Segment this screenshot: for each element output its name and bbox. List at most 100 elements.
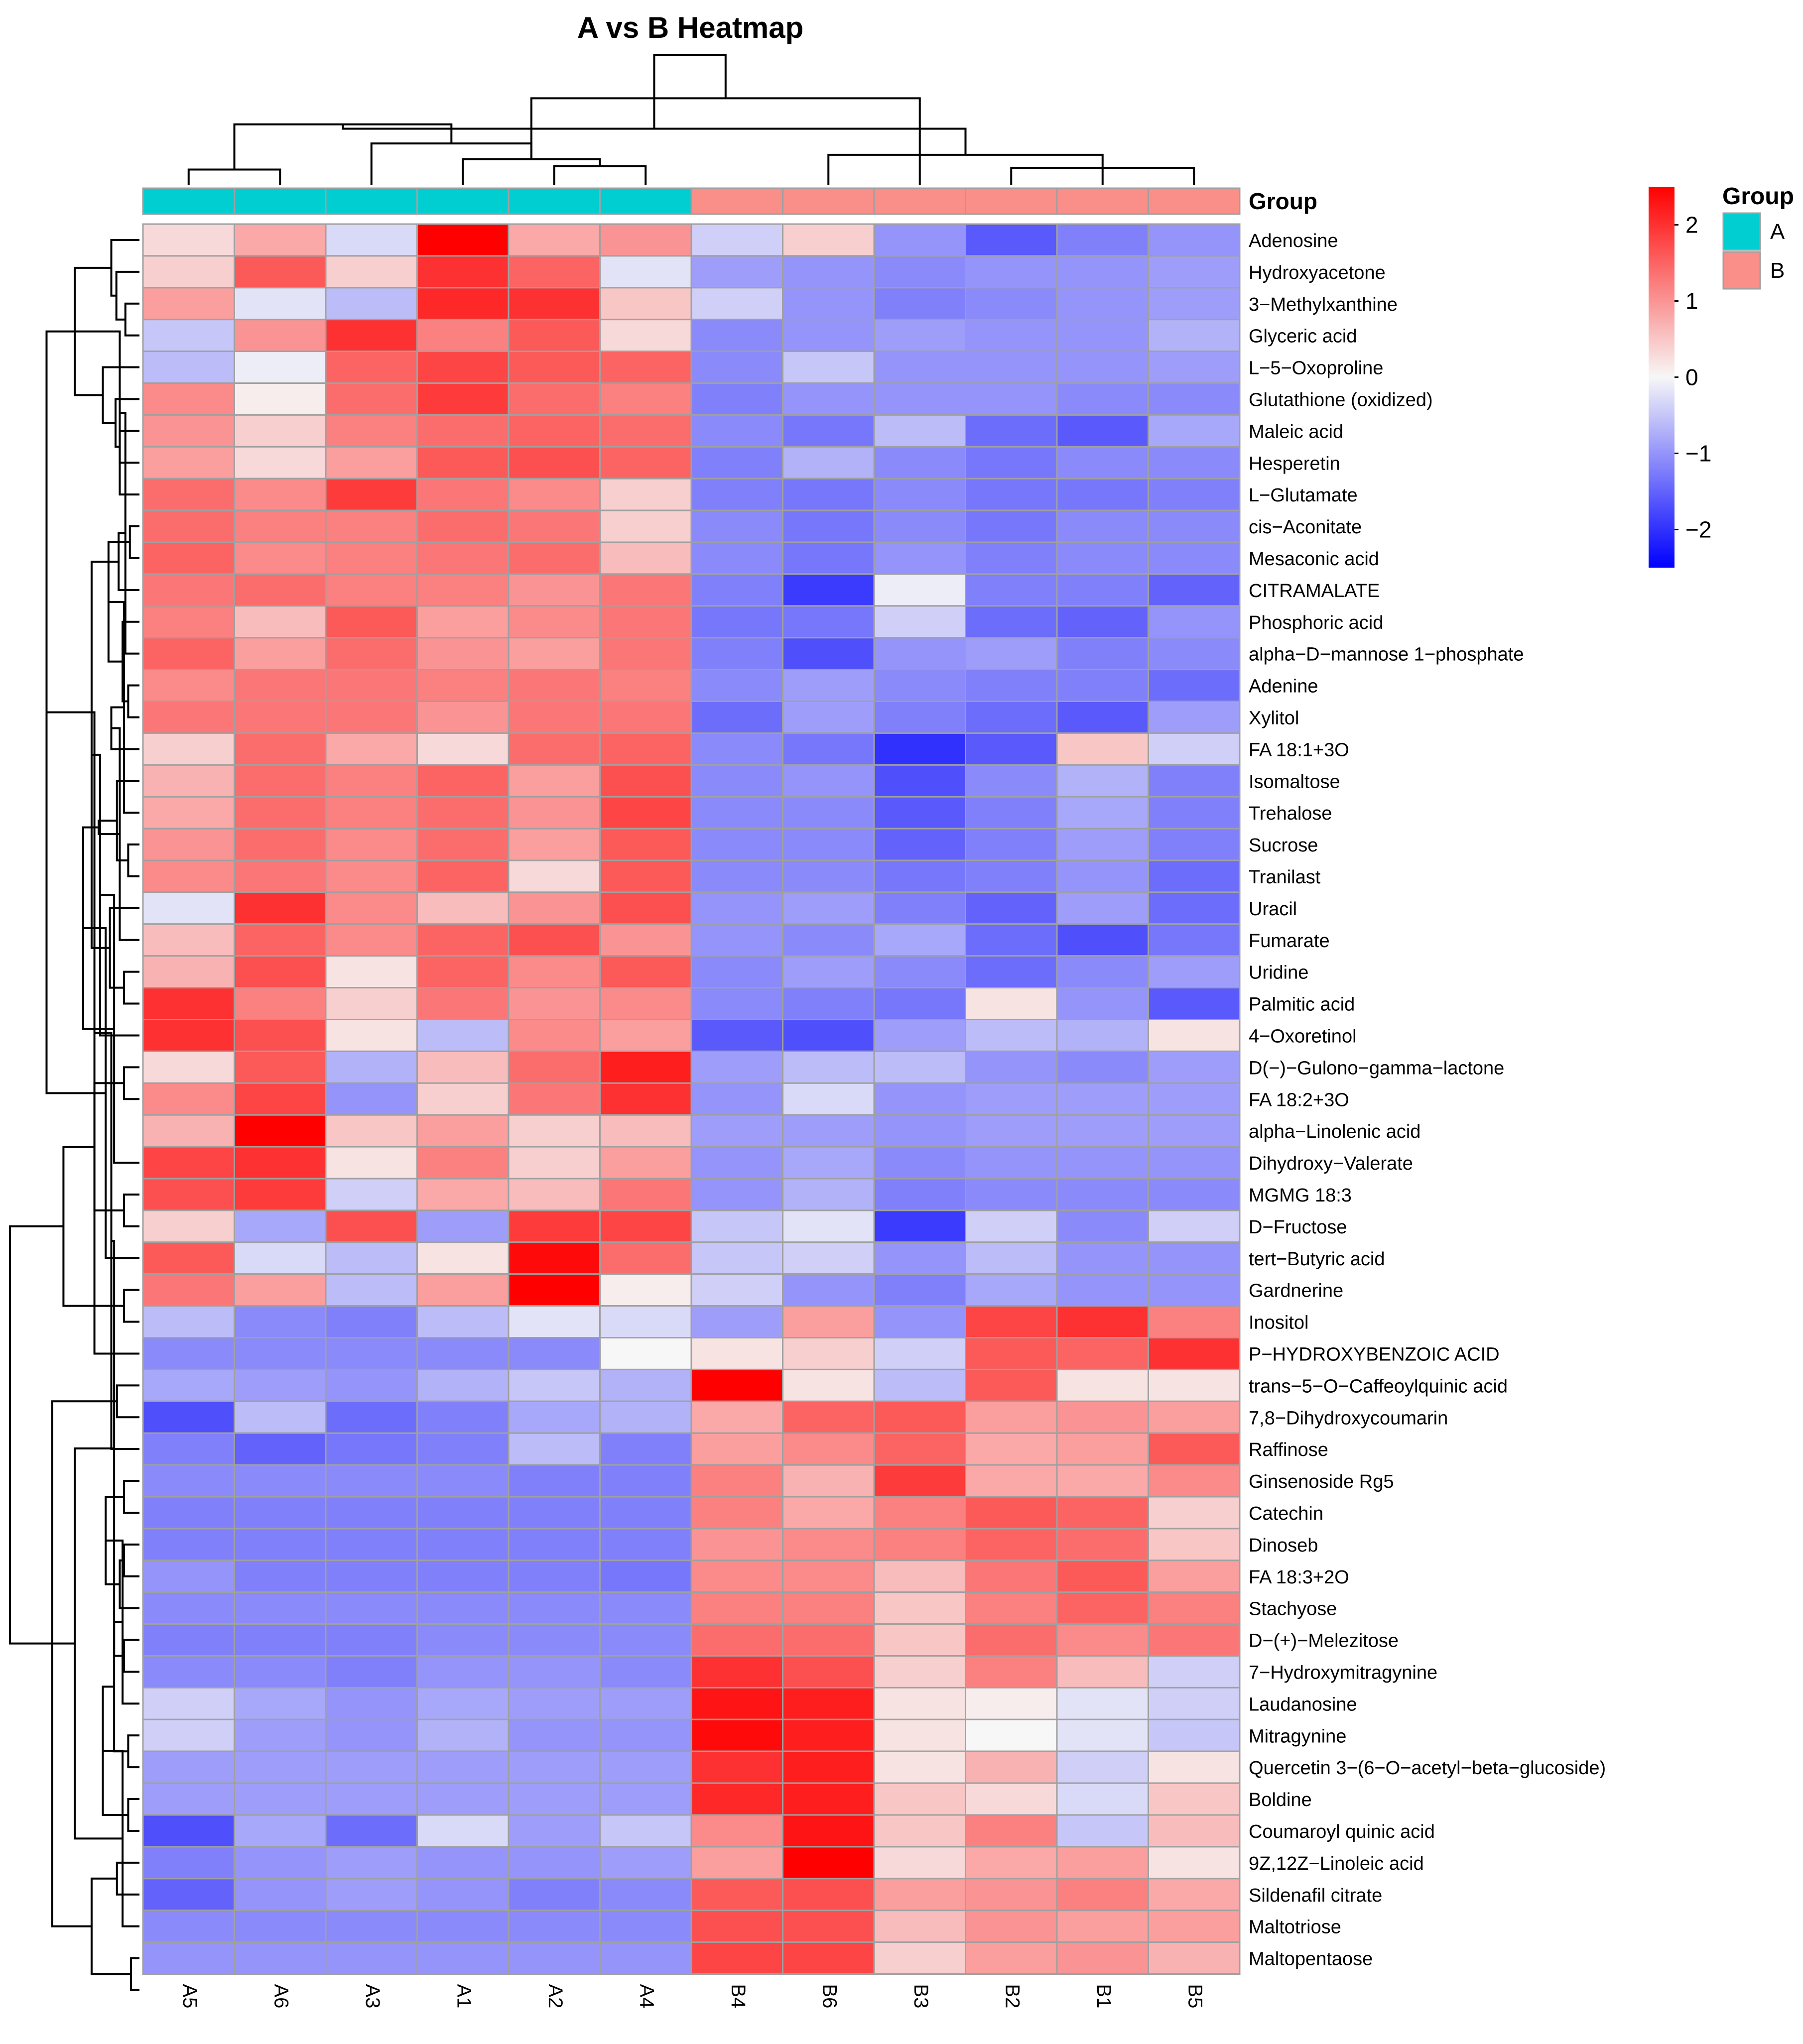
group-legend-label: A: [1770, 220, 1785, 244]
heatmap-cell: [690, 1050, 783, 1084]
column-label: A4: [636, 1984, 658, 2009]
heatmap-cell: [325, 637, 418, 671]
heatmap-cell: [142, 1623, 235, 1657]
heatmap-cell: [965, 1528, 1058, 1562]
heatmap-cell: [325, 764, 418, 798]
row-label: Catechin: [1249, 1503, 1323, 1524]
heatmap-cell: [508, 764, 601, 798]
heatmap-cell: [965, 987, 1058, 1020]
heatmap-cell: [690, 1305, 783, 1339]
heatmap-cell: [1148, 1623, 1241, 1657]
row-label: trans−5−O−Caffeoylquinic acid: [1249, 1376, 1508, 1397]
row-label: P−HYDROXYBENZOIC ACID: [1249, 1344, 1500, 1365]
heatmap-cell: [1148, 637, 1241, 671]
heatmap-cell: [782, 382, 875, 416]
heatmap-cell: [1056, 509, 1149, 543]
heatmap-cell: [416, 382, 510, 416]
heatmap-cell: [873, 923, 966, 957]
heatmap-cell: [599, 1941, 692, 1975]
heatmap-cell: [142, 605, 235, 639]
heatmap-cell: [416, 764, 510, 798]
heatmap-cell: [142, 351, 235, 384]
heatmap-cell: [142, 1750, 235, 1784]
heatmap-cell: [234, 351, 327, 384]
heatmap-cell: [873, 382, 966, 416]
dendrogram-branch: [553, 165, 647, 185]
heatmap-cell: [965, 1241, 1058, 1275]
row-label: Hesperetin: [1249, 453, 1340, 474]
dendrogram-branch: [119, 430, 139, 464]
heatmap-cell: [234, 1496, 327, 1530]
heatmap-cell: [1056, 1400, 1149, 1434]
heatmap-cell: [690, 1878, 783, 1912]
heatmap-cell: [690, 1241, 783, 1275]
column-labels: A5 A6 A3 A1 A2 A4 B4 B6 B3 B2 B1 B5: [179, 1984, 1206, 2009]
heatmap-cell: [690, 796, 783, 830]
heatmap-cell: [416, 1623, 510, 1657]
heatmap-cell: [325, 1560, 418, 1593]
heatmap-cell: [690, 891, 783, 925]
dendrogram-branch: [75, 330, 139, 496]
dendrogram-branch: [127, 684, 139, 719]
heatmap-cell: [782, 1846, 875, 1880]
heatmap-cell: [234, 828, 327, 861]
heatmap-cell: [599, 1178, 692, 1211]
row-label: alpha−Linolenic acid: [1249, 1121, 1420, 1142]
heatmap-cell: [142, 223, 235, 257]
heatmap-cell: [782, 1910, 875, 1943]
heatmap-cell: [508, 446, 601, 480]
heatmap-cell: [508, 1591, 601, 1625]
heatmap-cell: [508, 1528, 601, 1562]
heatmap-cell: [325, 1050, 418, 1084]
heatmap-cell: [234, 955, 327, 989]
heatmap-cell: [234, 255, 327, 289]
annotation-row-label: Group: [1249, 188, 1317, 214]
dendrogram-branch: [233, 123, 453, 170]
heatmap-cell: [599, 1814, 692, 1848]
heatmap-cell: [1148, 573, 1241, 607]
heatmap-cell: [1056, 1846, 1149, 1880]
heatmap-cell: [599, 382, 692, 416]
heatmap-cell: [965, 382, 1058, 416]
heatmap-cell: [965, 1337, 1058, 1370]
heatmap-cell: [965, 828, 1058, 861]
heatmap-cell: [508, 1782, 601, 1816]
heatmap-cell: [1148, 1368, 1241, 1402]
heatmap-cell: [782, 319, 875, 353]
dendrogram-branch: [9, 1225, 75, 1645]
heatmap-cell: [234, 573, 327, 607]
heatmap-cell: [508, 891, 601, 925]
heatmap-cell: [965, 1019, 1058, 1052]
heatmap-cell: [416, 1814, 510, 1848]
heatmap-cell: [965, 891, 1058, 925]
heatmap-cell: [599, 1337, 692, 1370]
heatmap-cell: [1148, 1400, 1241, 1434]
row-label: Fumarate: [1249, 931, 1330, 952]
heatmap-cell: [325, 828, 418, 861]
heatmap-cell: [142, 1241, 235, 1275]
heatmap-cell: [508, 1368, 601, 1402]
heatmap-cell: [416, 1591, 510, 1625]
heatmap-cell: [599, 701, 692, 734]
heatmap-cell: [1148, 605, 1241, 639]
row-label: 9Z,12Z−Linoleic acid: [1249, 1853, 1424, 1874]
heatmap-cell: [325, 1146, 418, 1180]
row-label: Raffinose: [1249, 1440, 1328, 1460]
heatmap-cell: [782, 1337, 875, 1370]
heatmap-cell: [599, 1305, 692, 1339]
heatmap-cell: [965, 1560, 1058, 1593]
heatmap-cell: [1148, 1432, 1241, 1466]
heatmap-cell: [965, 732, 1058, 766]
heatmap-cell: [142, 1178, 235, 1211]
dendrogram-branch: [129, 525, 139, 559]
heatmap-cell: [873, 1114, 966, 1148]
heatmap-cell: [142, 1560, 235, 1593]
dendrogram-branch: [115, 270, 139, 321]
heatmap-cell: [416, 637, 510, 671]
heatmap-cell: [873, 1337, 966, 1370]
heatmap-cell: [508, 509, 601, 543]
heatmap-cell: [690, 509, 783, 543]
heatmap-cell: [416, 446, 510, 480]
row-label: Adenine: [1249, 676, 1318, 697]
heatmap-cell: [1148, 955, 1241, 989]
